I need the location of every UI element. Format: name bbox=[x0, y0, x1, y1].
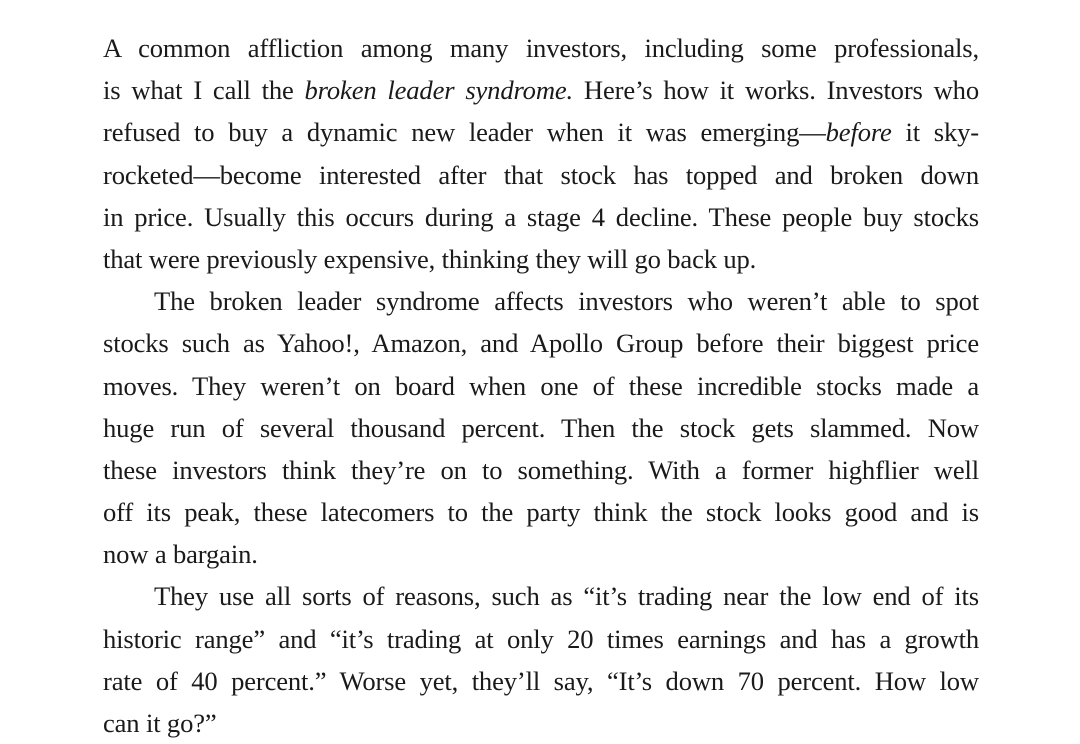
text-line: can it go?” bbox=[103, 708, 217, 738]
text-line: in price. Usually this occurs during a s… bbox=[103, 201, 979, 232]
italic-term: before bbox=[825, 117, 892, 148]
book-page: A common affliction among many investors… bbox=[103, 27, 979, 744]
paragraph-3: They use all sorts of reasons, such as “… bbox=[103, 575, 979, 744]
text-line: moves. They weren’t on board when one of… bbox=[103, 370, 979, 401]
text-line: refused to buy a dynamic new leader when… bbox=[103, 117, 979, 148]
text-line: The broken leader syndrome affects inves… bbox=[154, 286, 979, 317]
text-line: now a bargain. bbox=[103, 539, 258, 570]
text-line: stocks such as Yahoo!, Amazon, and Apoll… bbox=[103, 328, 979, 359]
paragraph-2: The broken leader syndrome affects inves… bbox=[103, 280, 979, 575]
italic-term: broken leader syndrome. bbox=[304, 75, 574, 106]
text-line: that were previously expensive, thinking… bbox=[103, 243, 757, 274]
text-line: is what I call the broken leader syndrom… bbox=[103, 75, 979, 106]
text-line: rate of 40 percent.” Worse yet, they’ll … bbox=[103, 665, 979, 696]
text-line: historic range” and “it’s trading at onl… bbox=[103, 623, 979, 654]
text-line: huge run of several thousand percent. Th… bbox=[103, 412, 979, 443]
text-line: off its peak, these latecomers to the pa… bbox=[103, 497, 979, 528]
text-line: They use all sorts of reasons, such as “… bbox=[154, 581, 979, 612]
text-line: these investors think they’re on to some… bbox=[103, 454, 979, 485]
text-line: A common affliction among many investors… bbox=[103, 33, 979, 63]
paragraph-1: A common affliction among many investors… bbox=[103, 27, 979, 280]
text-line: rocketed—become interested after that st… bbox=[103, 159, 979, 190]
